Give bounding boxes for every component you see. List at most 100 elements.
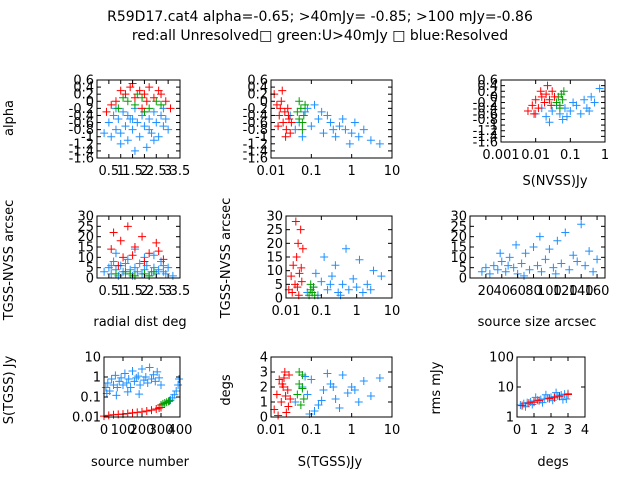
data-point	[298, 125, 307, 134]
data-point	[275, 375, 284, 384]
data-point	[551, 269, 560, 278]
y-tick-label: 0.6	[73, 74, 94, 89]
data-point	[119, 107, 128, 116]
x-tick-label: 300	[149, 423, 174, 438]
data-point	[298, 244, 307, 253]
data-point	[287, 118, 296, 127]
data-point	[165, 396, 174, 405]
y-tick-label: -0.6	[69, 116, 94, 131]
y-tick-label: 5	[459, 261, 467, 276]
y-tick-label: 2	[260, 381, 268, 396]
x-tick-label: 3	[164, 164, 172, 179]
data-point	[122, 379, 131, 388]
data-point	[279, 374, 288, 382]
y-tick-label: 15	[450, 241, 467, 256]
x-tick-label: 1.5	[122, 164, 143, 179]
data-point	[100, 267, 109, 276]
data-point	[107, 261, 116, 270]
data-point	[128, 251, 137, 260]
data-point	[557, 259, 566, 268]
data-point	[130, 93, 139, 102]
x-tick-label: 1.5	[122, 284, 143, 299]
data-point	[101, 383, 110, 392]
y-tick-label: 5	[86, 261, 94, 276]
data-point	[161, 97, 170, 106]
y-tick-label: -0.4	[473, 102, 498, 117]
data-point	[135, 390, 144, 399]
data-point	[123, 255, 132, 264]
data-point	[481, 263, 490, 272]
y-tick-label: 25	[266, 223, 283, 238]
y-tick-label: 0.01	[72, 411, 101, 426]
data-point	[530, 398, 538, 407]
data-point	[130, 377, 139, 386]
data-point	[354, 132, 363, 141]
data-point	[543, 81, 552, 90]
data-point	[149, 267, 158, 276]
data-point	[307, 375, 316, 384]
series-red	[518, 390, 572, 410]
data-point	[128, 115, 137, 123]
data-point	[145, 249, 154, 258]
y-tick-label: -1.4	[473, 130, 498, 145]
data-point	[477, 267, 486, 276]
y-tick-label: 0	[490, 90, 498, 105]
data-point	[145, 115, 154, 123]
data-point	[121, 259, 130, 268]
data-point	[133, 118, 142, 127]
data-point	[109, 111, 118, 120]
data-point	[323, 111, 332, 120]
x-tick-label: 100	[111, 423, 136, 438]
data-point	[284, 402, 293, 411]
data-point	[123, 387, 132, 396]
data-point	[323, 369, 332, 378]
data-point	[142, 143, 151, 152]
y-tick-label: -1	[255, 130, 268, 145]
data-point	[311, 269, 320, 278]
data-point	[521, 249, 530, 258]
x-tick-label: 0.01	[272, 304, 301, 319]
data-point	[128, 125, 137, 134]
data-point	[557, 391, 566, 400]
data-point	[545, 95, 554, 104]
y-tick-label: 30	[266, 210, 283, 225]
data-point	[295, 380, 304, 388]
data-point	[375, 374, 384, 382]
data-point	[512, 240, 521, 249]
y-tick-label: 10	[450, 251, 467, 266]
x-tick-label: 0.1	[301, 164, 322, 179]
data-point	[541, 390, 550, 399]
x-tick-label: 2.5	[146, 284, 167, 299]
y-tick-label: 20	[450, 230, 467, 245]
data-point	[292, 253, 301, 261]
data-point	[111, 269, 120, 278]
data-point	[140, 122, 149, 131]
data-point	[352, 283, 361, 292]
x-tick-label: 140	[569, 284, 594, 299]
data-point	[123, 136, 132, 145]
data-point	[157, 111, 166, 120]
x-tick-label: 0	[100, 423, 108, 438]
data-point	[366, 136, 375, 145]
y-tick-label: -0.8	[473, 113, 498, 128]
y-tick-label: -1.4	[243, 144, 268, 159]
data-point	[489, 261, 498, 270]
data-point	[107, 100, 116, 109]
data-point	[547, 101, 556, 110]
data-point	[109, 257, 118, 266]
data-point	[147, 406, 156, 415]
x-tick-label: 160	[585, 284, 610, 299]
x-tick-label: 3	[564, 423, 572, 438]
data-point	[111, 97, 120, 106]
y-axis-label: TGSS-NVSS arcsec	[219, 198, 234, 320]
series-green	[293, 97, 310, 134]
data-point	[524, 399, 533, 408]
y-tick-label: 0.2	[247, 88, 268, 103]
x-axis-label: radial dist deg	[93, 315, 186, 330]
data-point	[157, 90, 166, 99]
data-point	[282, 408, 291, 417]
series-blue	[303, 244, 386, 300]
data-point	[174, 380, 183, 389]
data-point	[587, 92, 596, 101]
